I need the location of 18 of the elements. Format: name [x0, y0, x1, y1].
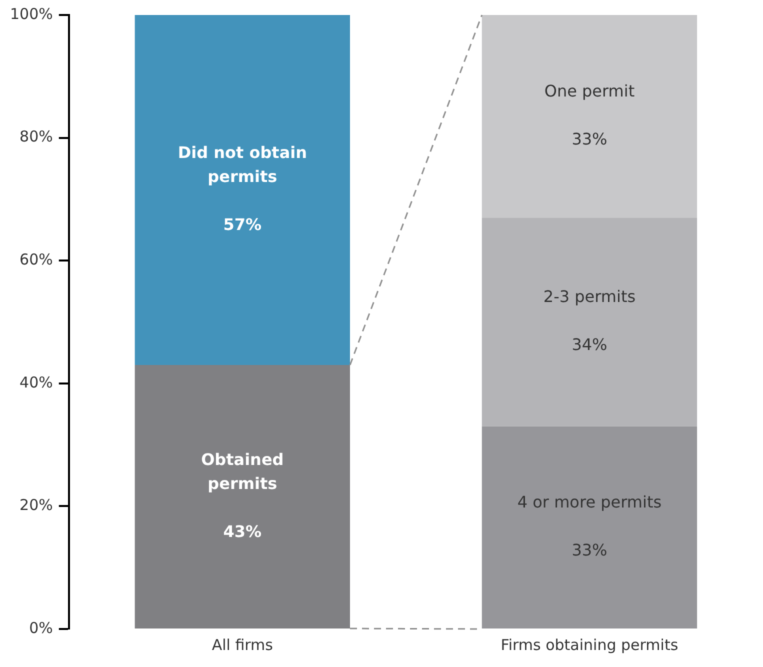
y-tick-label: 80% [20, 128, 53, 146]
x-tick-label: All firms [212, 636, 274, 654]
data-label: 33% [572, 129, 608, 148]
y-tick-label: 100% [10, 4, 53, 23]
y-tick-label: 60% [20, 250, 53, 268]
y-tick-label: 0% [29, 618, 53, 637]
series-label: One permit [544, 81, 635, 100]
series-label: 2-3 permits [543, 287, 636, 306]
series-label: Did not obtain permits [178, 143, 307, 186]
y-tick-label: 20% [20, 496, 53, 514]
series-label: Obtained permits [201, 450, 284, 493]
data-label: 33% [572, 540, 608, 560]
data-label: 34% [572, 335, 608, 354]
x-tick-label: Firms obtaining permits [500, 636, 678, 654]
y-tick-label: 40% [20, 373, 53, 392]
data-label: 43% [223, 522, 262, 541]
data-label: 57% [223, 215, 262, 234]
series-label: 4 or more permits [517, 492, 662, 512]
